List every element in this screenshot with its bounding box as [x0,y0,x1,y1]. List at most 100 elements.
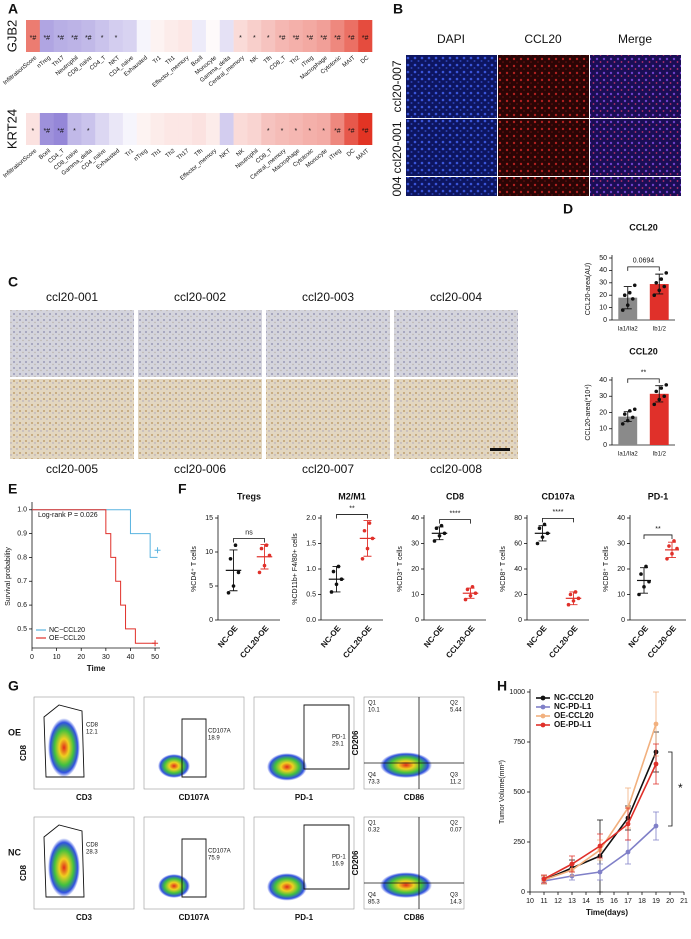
y-tick-label: 15 [205,515,213,522]
heatmap-cell [164,113,179,145]
density-cloud [380,872,432,898]
data-point [672,539,676,543]
x-tick-label: 13 [568,898,576,905]
significance-mark: *# [85,35,92,42]
ihc-image [10,379,134,459]
data-point [625,418,630,423]
fluorescence-image [590,55,681,118]
channel-label: Merge [618,32,652,46]
data-point [664,383,669,387]
data-point [468,593,473,598]
data-point [597,869,603,875]
significance-label: ** [349,505,355,512]
x-tick-label: 14 [582,898,590,905]
data-point [432,539,437,543]
plot-frame [143,696,245,790]
axis-label: CD86 [404,793,425,802]
quadrant-name: Q2 [450,701,459,707]
y-tick-label: 30 [617,540,625,547]
data-point [537,526,542,530]
heatmap-cell [178,20,193,52]
y-tick-label: 500 [513,789,525,796]
data-point [360,557,365,561]
significance-label: ** [641,370,647,377]
y-tick-label: 20 [411,566,419,573]
heatmap-cell [122,113,138,145]
gate-value: 16.9 [332,862,344,868]
significance-mark: * [267,128,270,135]
data-point [627,290,632,295]
y-tick-label: 20 [599,409,607,416]
heatmap-cell [178,113,193,145]
data-point [568,592,573,597]
data-point [620,422,625,426]
x-tick-label: 15 [596,898,604,905]
x-tick-label: 10 [53,654,61,661]
cell-label: NK [249,55,259,65]
cell-label: nTreg [36,55,52,70]
y-tick-label: 2.0 [306,515,316,522]
significance-mark: * [115,35,118,42]
panel-label: G [8,678,19,694]
axis-label: CD206 [351,850,360,875]
y-tick-label: 10 [617,591,625,598]
sample-label: ccl20-008 [430,462,482,476]
chart-title: CCL20 [629,222,658,232]
data-point [571,599,576,603]
legend-label: NC-CCL20 [554,693,594,702]
cell-label: nTreg [133,148,149,163]
cell-label: iTreg [329,148,343,161]
data-point [667,544,671,548]
data-point [625,303,630,307]
legend-marker [540,713,546,719]
quadrant-value: 85.3 [368,900,380,906]
bar [649,393,669,445]
y-tick-label: 0.6 [17,602,27,609]
significance-label: ** [655,526,661,533]
data-point [233,543,238,547]
data-point [465,587,470,592]
y-axis-label: %CD11b+ F4/80+ cells [292,533,299,605]
heatmap-cell [358,113,373,145]
significance-bracket [542,517,574,523]
quadrant-name: Q3 [450,773,459,779]
heatmap-cell [53,113,68,145]
density-cloud [380,752,432,778]
data-point [437,534,442,538]
significance-mark: *# [362,35,369,42]
axis-label: CD206 [351,730,360,755]
significance-mark: * [239,35,242,42]
heatmap-cell [205,20,221,52]
x-tick-label: CCL20-OE [341,623,374,660]
gate-label: PD-1 [332,735,346,741]
significance-mark: * [32,128,35,135]
quadrant-name: Q4 [368,893,377,899]
ihc-image [266,379,390,459]
bar [649,284,669,320]
x-tick-label: 20 [666,898,674,905]
y-tick-label: 80 [514,515,522,522]
data-point [652,402,657,407]
legend-marker [540,695,546,701]
legend-label: OE−CCL20 [49,635,85,642]
data-point [267,553,272,558]
data-point [659,386,664,390]
gate-label: PD-1 [332,855,346,861]
chart-title: CCL20 [629,346,658,356]
ihc-image [138,310,262,377]
row-label: NC [8,847,21,857]
sample-label: ccl20-002 [174,290,226,304]
y-tick-label: 250 [513,839,525,846]
significance-mark: *# [334,128,341,135]
x-axis-label: Time(days) [586,908,628,917]
y-tick-label: 40 [599,267,607,274]
data-point [336,564,341,569]
significance-mark: *# [57,128,64,135]
y-tick-label: 30 [411,540,419,547]
data-point [659,277,664,281]
density-cloud [267,753,307,781]
y-tick-label: 40 [514,566,522,573]
density-cloud [158,874,190,898]
data-point [540,535,545,539]
